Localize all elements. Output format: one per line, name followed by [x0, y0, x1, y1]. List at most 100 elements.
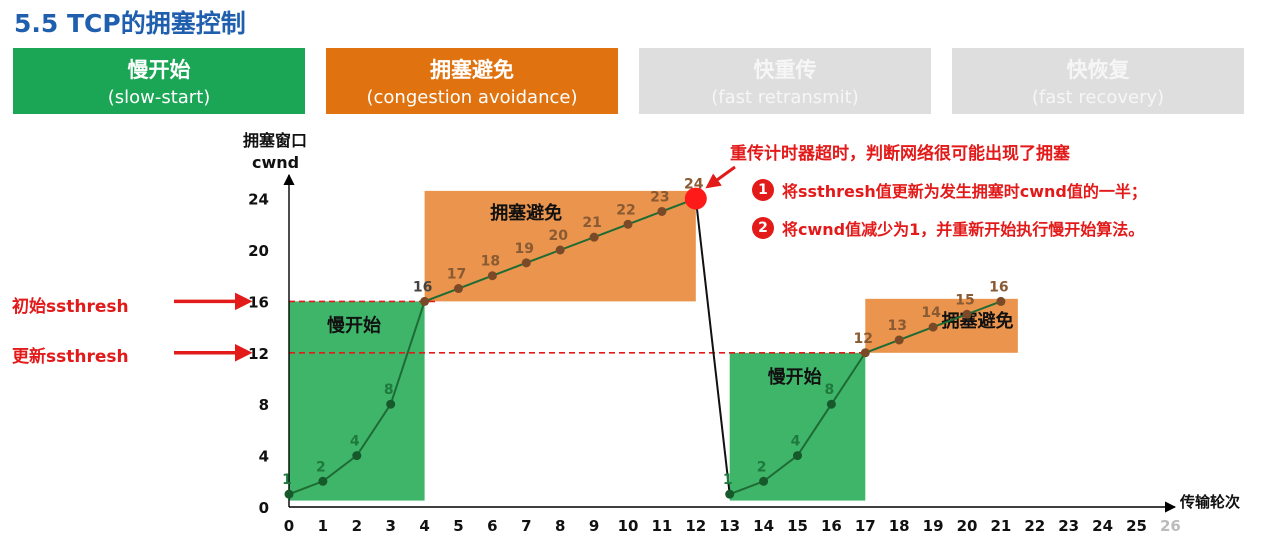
data-point-label: 8: [825, 382, 835, 398]
timeout-arrow: [705, 165, 736, 189]
phase-fast-retransmit: 快重传 (fast retransmit): [639, 48, 931, 114]
data-point-label: 17: [447, 267, 466, 283]
x-tick-label: 11: [651, 517, 672, 535]
step-2-text: 将cwnd值减少为1，并重新开始执行慢开始算法。: [782, 220, 1145, 239]
region-label-2: 慢开始: [768, 366, 822, 388]
data-point: [860, 348, 870, 358]
x-tick-label: 0: [284, 517, 294, 535]
x-tick-label: 25: [1126, 517, 1147, 535]
phase-zh-label: 快恢复: [1066, 58, 1130, 82]
x-tick-label: 13: [719, 517, 740, 535]
data-point-label: 1: [282, 472, 292, 488]
y-tick-label: 8: [259, 396, 269, 414]
data-point-label: 4: [350, 434, 360, 450]
data-point: [386, 399, 396, 409]
x-tick-label: 10: [618, 517, 639, 535]
x-tick-label: 24: [1092, 517, 1113, 535]
step-1-badge: 1: [752, 179, 774, 201]
data-point: [352, 451, 362, 461]
y-axis-label-line2: cwnd: [252, 153, 299, 172]
y-tick-label: 20: [248, 242, 269, 260]
x-tick-label: 26: [1160, 517, 1181, 535]
x-tick-label: 3: [385, 517, 395, 535]
initial-ssthresh-label: 初始ssthresh: [12, 297, 129, 317]
region-slow-start-2: [729, 352, 866, 501]
timeout-point: [684, 187, 707, 210]
data-point-label: 16: [989, 279, 1008, 295]
x-tick-label: 14: [753, 517, 774, 535]
data-point-label: 4: [791, 434, 801, 450]
y-tick-label: 12: [248, 345, 269, 363]
y-tick-label: 24: [248, 191, 269, 209]
phase-slow-start: 慢开始 (slow-start): [13, 48, 305, 114]
data-point: [826, 399, 836, 409]
phase-fast-recovery: 快恢复 (fast recovery): [952, 48, 1244, 114]
data-point-label: 16: [413, 279, 432, 295]
x-tick-label: 2: [352, 517, 362, 535]
data-point-label: 2: [757, 459, 767, 475]
data-point: [657, 206, 667, 216]
data-point: [623, 219, 633, 229]
data-point-label: 14: [921, 305, 941, 321]
x-tick-label: 15: [787, 517, 808, 535]
y-tick-label: 16: [248, 293, 269, 311]
data-point: [928, 322, 938, 332]
phase-zh-label: 拥塞避免: [430, 58, 514, 82]
phase-en-label: (fast retransmit): [711, 87, 859, 108]
x-tick-label: 18: [889, 517, 910, 535]
data-point-label: 12: [854, 331, 873, 347]
x-tick-label: 17: [855, 517, 876, 535]
data-point-label: 15: [955, 292, 974, 308]
x-tick-label: 19: [923, 517, 944, 535]
region-label-3: 拥塞避免: [942, 310, 1014, 332]
data-point: [454, 284, 463, 294]
data-point: [793, 451, 802, 461]
data-point: [487, 271, 497, 281]
phase-zh-label: 快重传: [753, 58, 817, 82]
data-point: [318, 476, 328, 486]
data-point: [759, 476, 769, 486]
phase-en-label: (fast recovery): [1031, 87, 1165, 108]
updated-ssthresh-label: 更新ssthresh: [12, 347, 129, 367]
data-point: [589, 232, 599, 242]
data-point-label: 13: [887, 318, 906, 334]
region-label-0: 慢开始: [327, 314, 381, 336]
data-point-label: 21: [582, 215, 601, 231]
data-point: [555, 245, 565, 255]
data-point-label: 23: [650, 189, 669, 205]
x-tick-label: 8: [555, 517, 565, 535]
phase-zh-label: 慢开始: [127, 58, 191, 82]
x-tick-label: 5: [453, 517, 463, 535]
data-point: [420, 296, 430, 306]
step-2-badge: 2: [752, 217, 774, 239]
x-tick-label: 23: [1058, 517, 1079, 535]
data-point-label: 22: [616, 202, 635, 218]
y-tick-label: 4: [259, 448, 269, 466]
data-point-label: 8: [384, 382, 394, 398]
phase-en-label: (slow-start): [107, 87, 211, 108]
y-tick-label: 0: [259, 499, 269, 517]
data-point: [521, 258, 531, 268]
timeout-annotation: 重传计时器超时，判断网络很可能出现了拥塞: [730, 144, 1070, 164]
x-tick-label: 12: [685, 517, 706, 535]
data-point: [284, 489, 294, 499]
x-tick-label: 16: [821, 517, 842, 535]
step-1-text: 将ssthresh值更新为发生拥塞时cwnd值的一半；: [782, 182, 1147, 201]
timeout-drop-line: [694, 198, 731, 495]
data-point-label: 1: [723, 472, 733, 488]
x-tick-label: 20: [957, 517, 978, 535]
x-tick-label: 21: [990, 517, 1011, 535]
region-label-1: 拥塞避免: [490, 202, 562, 224]
data-point: [996, 296, 1006, 306]
data-point-label: 2: [316, 459, 326, 475]
data-point-label: 18: [481, 254, 500, 270]
data-point: [894, 335, 904, 345]
phase-congestion-avoidance: 拥塞避免 (congestion avoidance): [326, 48, 618, 114]
x-axis-label: 传输轮次: [1179, 493, 1240, 511]
phase-en-label: (congestion avoidance): [366, 87, 578, 108]
x-tick-label: 9: [589, 517, 599, 535]
data-point: [962, 309, 972, 319]
x-tick-label: 22: [1024, 517, 1045, 535]
data-point-label: 19: [515, 241, 534, 257]
